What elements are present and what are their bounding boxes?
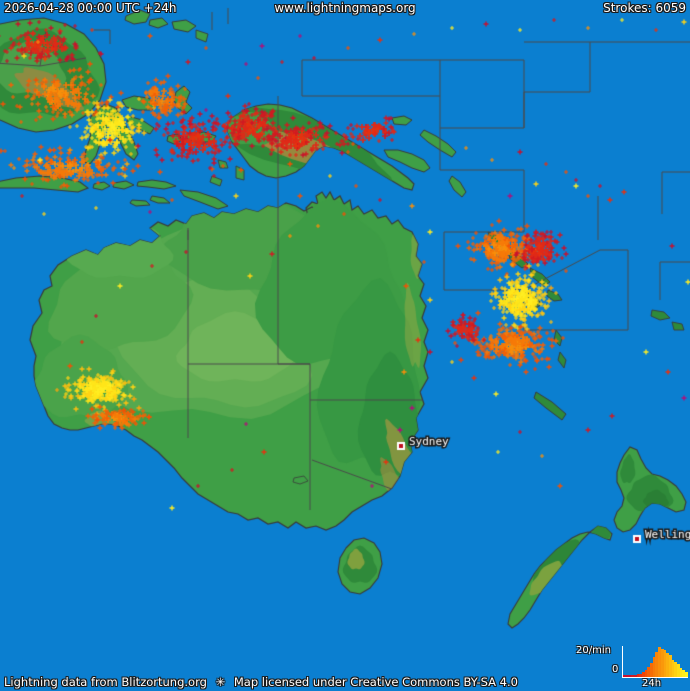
legend-bar (636, 674, 640, 677)
legend-axes (622, 646, 688, 678)
legend-y-max-label: 20/min (576, 645, 611, 656)
legend-bar (671, 660, 675, 677)
legend-bar (639, 674, 642, 677)
legend-bar (623, 675, 626, 677)
legend-bar (668, 655, 672, 677)
legend-bar (641, 672, 645, 677)
legend-bar (677, 664, 680, 677)
legend-bar (625, 675, 629, 677)
legend-bar (679, 668, 683, 677)
site-url-label[interactable]: www.lightningmaps.org (274, 1, 416, 15)
legend-x-axis-label: 24h (642, 678, 662, 689)
legend-bar (674, 662, 678, 677)
timestamp-label: 2026-04-28 00:00 UTC +24h (4, 1, 177, 15)
legend-bar (685, 672, 688, 677)
legend-bar (631, 675, 634, 677)
legend-bar (628, 675, 632, 677)
stroke-count-label: Strokes: 6059 (603, 1, 686, 15)
legend-bar (666, 653, 669, 677)
activity-histogram-legend: 20/min 0 24h (550, 645, 688, 689)
legend-y-min-label: 0 (612, 664, 619, 675)
legend-bar (682, 670, 686, 677)
data-credit-text: Lightning data from Blitzortung.org (4, 675, 207, 689)
legend-bar (647, 667, 651, 677)
legend-bar (652, 657, 656, 677)
asterisk-icon: ✳ (215, 675, 226, 689)
legend-bar (655, 652, 659, 677)
legend-bar (644, 670, 648, 677)
legend-bar (633, 675, 637, 677)
legend-bar (658, 647, 661, 677)
map-license-text: Map licensed under Creative Commons BY-S… (233, 675, 518, 689)
footer-credit: Lightning data from Blitzortung.org ✳ Ma… (4, 675, 518, 689)
legend-bar (663, 650, 667, 677)
legend-bar (660, 649, 664, 677)
legend-histogram-bars (623, 646, 688, 677)
legend-bar (650, 663, 653, 677)
